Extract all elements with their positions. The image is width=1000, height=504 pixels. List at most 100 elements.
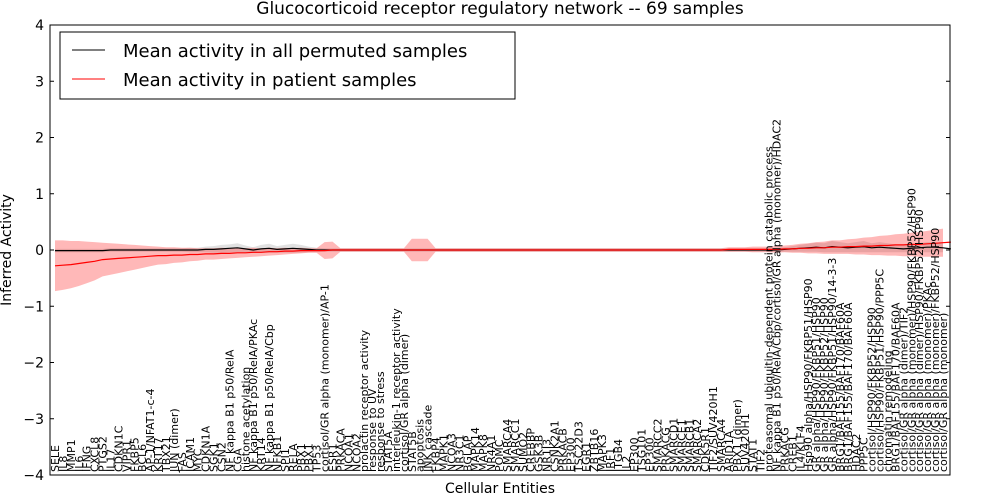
chart-title: Glucocorticoid receptor regulatory netwo… xyxy=(256,0,744,19)
x-tick-label: EP300 xyxy=(644,437,657,472)
x-tick-label: BCL6 xyxy=(136,444,149,472)
y-tick-label: −2 xyxy=(23,356,44,372)
x-tick-label: NCOA3 xyxy=(445,433,458,472)
x-tick-label: BRG1/BAF155/BAF170/BAF60A xyxy=(842,302,855,472)
x-tick-label: interleukin-1 receptor activity xyxy=(390,308,403,472)
x-tick-label: STAT5B xyxy=(406,431,419,472)
x-tick-label: ITGB4 xyxy=(612,439,625,472)
x-tick-label: NR3C1 xyxy=(453,434,466,472)
x-tick-label: NF kappa B1 p50/RelA/Cbp xyxy=(263,324,276,472)
y-tick-label: 2 xyxy=(35,131,44,147)
x-tick-label: NR4A1 xyxy=(485,435,498,472)
x-tick-label: ARID1A xyxy=(723,430,736,472)
x-tick-label: SMARCD1 xyxy=(667,418,680,472)
y-tick-label: 1 xyxy=(35,187,44,203)
x-tick-label: response to stress xyxy=(374,371,387,472)
x-tick-label: AP-1/NFAT1-c-4 xyxy=(144,388,157,472)
x-tick-label: SELE xyxy=(49,445,62,472)
x-tick-label: ESR1 xyxy=(327,443,340,472)
x-tick-label: SMARCC1 xyxy=(509,419,522,472)
x-tick-label: CGA xyxy=(231,448,244,472)
x-tick-label: NF kappa B1 p50/RelA/Cbp/cortisol/GR alp… xyxy=(771,119,784,472)
x-tick-label: CSN2 xyxy=(216,442,229,472)
y-tick-label: −1 xyxy=(23,299,44,315)
y-tick-label: −3 xyxy=(23,412,44,428)
x-tick-label: PPP5C xyxy=(858,437,871,472)
x-tick-label: MAPK1 xyxy=(438,434,451,472)
x-tick-label: PBX1 (dimer) xyxy=(731,399,744,472)
x-tick-label: cortisol/HSP90/FKBP51/HSP90/PPP5C xyxy=(874,269,887,472)
x-tick-label: TP53 xyxy=(311,445,324,473)
x-tick-label: GSK3B xyxy=(533,435,546,472)
x-tick-label: MAPK8 xyxy=(477,434,490,472)
x-tick-label: MAPK14 xyxy=(469,427,482,472)
x-tick-label: FKBP5 xyxy=(128,437,141,472)
x-tick-label: NF kappa B1 p50/RelA/PKAc xyxy=(247,319,260,472)
x-tick-label: NF kappa B1 p50/RelA xyxy=(223,349,236,472)
x-tick-label: cortisol/GR alpha (monomer)/PKAc xyxy=(921,282,934,472)
x-tick-label: FAS xyxy=(176,452,189,472)
x-tick-label: SUMO2 xyxy=(517,432,530,472)
x-tick-label: SMARCA2 xyxy=(691,419,704,472)
plot-frame xyxy=(49,24,951,476)
y-tick-label: 0 xyxy=(35,243,44,259)
y-tick-label: 3 xyxy=(35,74,44,90)
x-tick-label: IL2 xyxy=(620,456,633,472)
x-tick-label: GR alpha/HSP90/FKBP51/HSP90/14-3-3 xyxy=(826,258,839,472)
x-tick-label: SMARCC2 xyxy=(652,419,665,472)
x-tick-label: STAT1 xyxy=(747,439,760,472)
x-tick-label: NR1I3 xyxy=(541,439,554,472)
x-tick-label: CREBBP xyxy=(525,428,538,472)
lines-layer xyxy=(54,241,951,267)
x-tick-label: JUN (dimer) xyxy=(168,408,181,473)
x-tick-label: SGK1 xyxy=(208,442,221,472)
x-tick-label: chromatin remodeling xyxy=(882,350,895,472)
x-tick-label: CDKN1A xyxy=(200,425,213,472)
x-tick-label: PTGS2 xyxy=(97,436,110,472)
legend: Mean activity in all permuted samples Me… xyxy=(59,31,516,100)
x-tick-label: EGR1 xyxy=(580,442,593,472)
x-tick-label: proteasomal ubiquitin-dependent protein … xyxy=(763,146,776,472)
x-tick-label: CREB1 xyxy=(786,435,799,472)
x-tick-label: SMARCA4 xyxy=(501,419,514,472)
x-tick-label: NCOA2 xyxy=(350,433,363,472)
x-tick-label: cortisol/GR alpha (dimer)/HSP90/FKBP52/H… xyxy=(913,209,926,472)
x-tick-label: STAT5A xyxy=(382,431,395,472)
x-tick-label: MAPK3 xyxy=(596,434,609,472)
x-tick-label: KRT14 xyxy=(255,437,268,472)
x-tick-label: RELA xyxy=(287,443,300,472)
x-tick-label: apoptosis xyxy=(414,419,427,472)
x-tick-label: cortisol/GR alpha (monomer)/FKBP52/HSP90 xyxy=(929,228,942,472)
x-tick-label: BGLAP xyxy=(461,435,474,472)
x-tick-label: IRF1 xyxy=(604,448,617,472)
x-tick-label: cortisol/GR alpha (dimer)/TIF2 xyxy=(897,307,910,472)
legend-box xyxy=(59,31,516,100)
x-tick-label: KRT17 xyxy=(152,437,165,472)
x-tick-label: PBX1 xyxy=(295,443,308,472)
x-tick-label: TIF2 xyxy=(755,449,768,473)
x-tick-label: Hsp90 alpha/HSP90/FKBP51/HSP90 xyxy=(802,278,815,472)
y-tick-label: −4 xyxy=(23,468,44,484)
x-tick-label: ICAM1 xyxy=(184,437,197,472)
x-tick-label: IL4/KLF4 xyxy=(794,425,807,472)
x-tick-label: IFNG xyxy=(81,446,94,472)
x-tick-label: TBX21 xyxy=(160,436,173,473)
x-axis-label: Cellular Entities xyxy=(445,481,555,497)
line-patient-mean xyxy=(54,241,951,267)
x-tick-label: NCOA1 xyxy=(342,433,355,472)
x-tick-label: IL6 xyxy=(73,456,86,472)
x-tick-label: FKBP4 xyxy=(430,437,443,472)
x-tick-label: BRG1/BAF155/BAF170/BAF60A xyxy=(889,302,902,472)
x-tick-label: cortisol/GR alpha (dimer) xyxy=(398,334,411,472)
x-tick-label: SMARCA4 xyxy=(715,419,728,472)
x-tick-label: PRKACB xyxy=(556,428,569,472)
x-tick-label: ZBTB16 xyxy=(588,429,601,472)
x-tick-label: JNK cascade xyxy=(422,405,435,473)
x-tick-labels: SELEIL8MMP1IL6IFNGCXCL8PTGS2IL17CDKN1CVI… xyxy=(49,119,950,473)
x-tick-label: CXCL8 xyxy=(89,437,102,472)
x-tick-label: EP300 xyxy=(564,437,577,472)
x-tick-label: POMC xyxy=(493,439,506,472)
x-tick-label: MMP1 xyxy=(65,439,78,472)
x-tick-label: MYC xyxy=(192,448,205,472)
x-tick-label: cortisol/GR alpha (monomer)/HSP90/FKBP52… xyxy=(905,188,918,472)
